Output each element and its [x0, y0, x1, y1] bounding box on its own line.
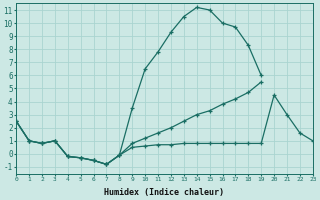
X-axis label: Humidex (Indice chaleur): Humidex (Indice chaleur): [105, 188, 225, 197]
